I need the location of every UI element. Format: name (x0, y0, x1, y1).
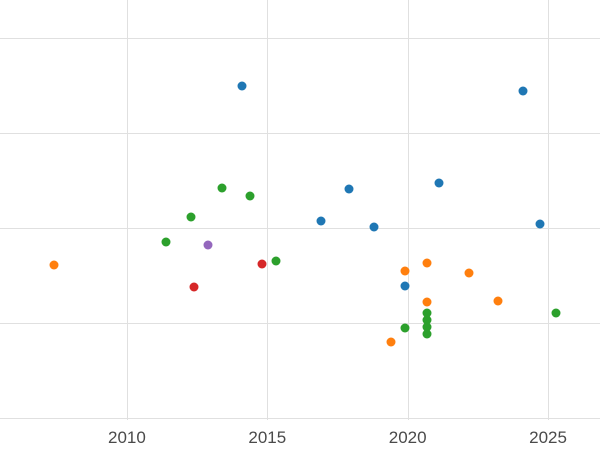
data-point-orange (493, 296, 503, 306)
gridline-horizontal (0, 133, 600, 135)
data-point-orange (422, 258, 432, 268)
gridline-horizontal (0, 418, 600, 420)
data-point-blue (316, 216, 326, 226)
data-point-green (271, 256, 281, 266)
data-point-green (217, 183, 227, 193)
x-tick-label: 2010 (107, 428, 146, 447)
data-point-green (422, 308, 432, 318)
data-point-green (245, 191, 255, 201)
data-point-green (422, 329, 432, 339)
data-point-green (400, 323, 410, 333)
data-point-blue (369, 222, 379, 232)
gridline-horizontal (0, 38, 600, 39)
data-point-blue (518, 86, 528, 96)
gridline-horizontal (0, 228, 600, 230)
data-point-orange (422, 297, 432, 307)
data-point-green (161, 237, 171, 247)
data-point-blue (400, 281, 410, 291)
x-tick-label: 2020 (388, 428, 427, 447)
data-point-orange (49, 260, 59, 270)
data-point-green (422, 322, 432, 332)
gridline-vertical (407, 0, 409, 420)
data-point-orange (464, 268, 474, 278)
data-point-blue (434, 178, 444, 188)
data-point-red (189, 282, 199, 292)
gridline-horizontal (0, 323, 600, 325)
data-point-blue (344, 184, 354, 194)
x-tick-label: 2015 (248, 428, 287, 447)
data-point-green (551, 308, 561, 318)
data-point-orange (400, 266, 410, 276)
data-point-blue (237, 81, 247, 91)
data-point-green (422, 315, 432, 325)
data-point-orange (386, 337, 396, 347)
gridline-vertical (548, 0, 550, 420)
data-point-red (257, 259, 267, 269)
data-point-blue (535, 219, 545, 229)
gridline-vertical (126, 0, 128, 420)
gridline-vertical (267, 0, 269, 420)
data-point-purple (203, 240, 213, 250)
x-tick-label: 2025 (529, 428, 567, 447)
data-point-green (186, 212, 196, 222)
